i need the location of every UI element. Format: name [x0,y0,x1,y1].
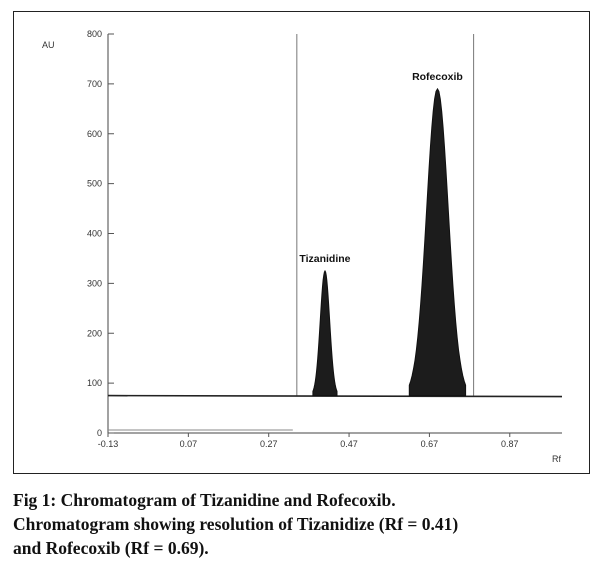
y-axis-title: AU [42,40,55,50]
y-tick-label: 500 [87,179,102,189]
y-tick-label: 400 [87,229,102,239]
figure-caption: Fig 1: Chromatogram of Tizanidine and Ro… [13,488,593,560]
peak-label-tizanidine: Tizanidine [299,253,350,265]
y-tick-label: 700 [87,79,102,89]
x-tick-label: -0.13 [98,439,119,449]
peak-tizanidine [312,269,338,397]
peak-rofecoxib [408,87,467,397]
y-tick-label: 100 [87,378,102,388]
peak-label-rofecoxib: Rofecoxib [412,71,463,83]
x-tick-label: 0.27 [260,439,278,449]
y-tick-label: 200 [87,328,102,338]
x-tick-label: 0.07 [180,439,198,449]
x-tick-label: 0.87 [501,439,519,449]
x-axis-title: Rf [552,454,561,464]
y-tick-label: 800 [87,29,102,39]
x-tick-label: 0.67 [421,439,439,449]
x-tick-label: 0.47 [340,439,358,449]
caption-line-1: Fig 1: Chromatogram of Tizanidine and Ro… [13,490,396,510]
y-tick-label: 300 [87,278,102,288]
chromatogram-chart: 0 100 200 300 400 500 600 700 800 -0.13 0.07 0.27 0.… [42,29,563,464]
caption-line-3: and Rofecoxib (Rf = 0.69). [13,538,209,558]
caption-line-2: Chromatogram showing resolution of Tizan… [13,514,459,534]
chart-frame: 0 100 200 300 400 500 600 700 800 -0.13 0.07 0.27 0.… [13,11,590,474]
y-tick-label: 600 [87,129,102,139]
y-tick-label: 0 [97,428,102,438]
